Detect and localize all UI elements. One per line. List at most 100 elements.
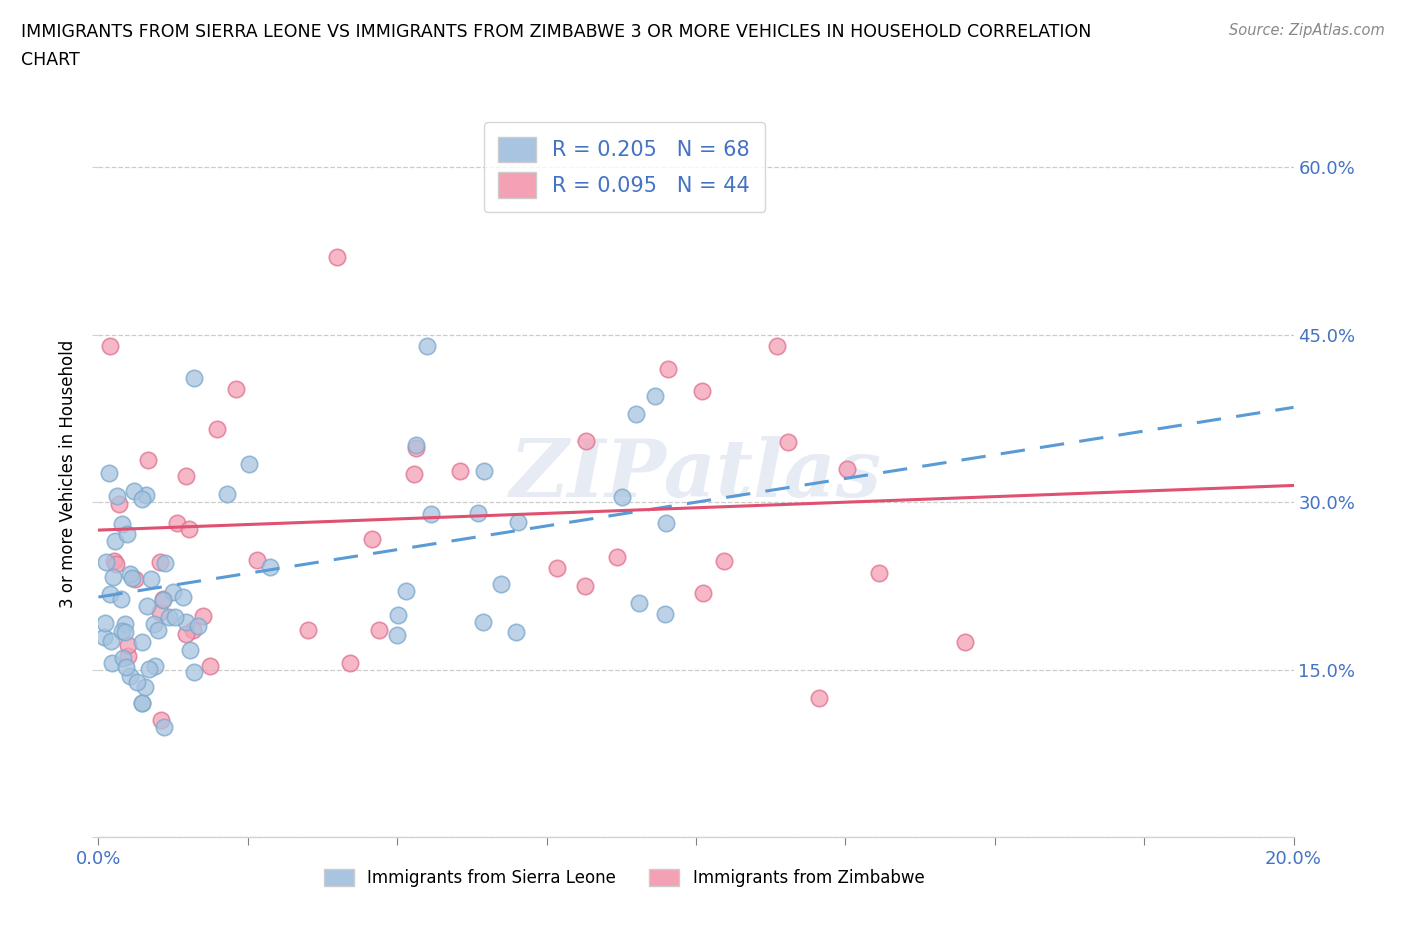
- Point: [868, 565, 890, 580]
- Point: [104, 533, 127, 548]
- Point: [131, 696, 153, 711]
- Point: [94, 616, 117, 631]
- Point: [395, 584, 418, 599]
- Point: [110, 591, 132, 606]
- Point: [574, 579, 596, 594]
- Point: [162, 585, 184, 600]
- Point: [120, 566, 142, 581]
- Point: [692, 586, 714, 601]
- Point: [100, 633, 122, 648]
- Point: [508, 514, 530, 529]
- Point: [657, 361, 679, 376]
- Point: [117, 648, 139, 663]
- Point: [146, 622, 169, 637]
- Point: [103, 553, 125, 568]
- Point: [575, 434, 598, 449]
- Point: [628, 596, 651, 611]
- Point: [610, 490, 633, 505]
- Point: [297, 622, 319, 637]
- Point: [152, 591, 174, 606]
- Point: [405, 437, 427, 452]
- Point: [606, 550, 628, 565]
- Point: [505, 625, 527, 640]
- Point: [131, 491, 153, 506]
- Point: [624, 406, 647, 421]
- Point: [655, 516, 678, 531]
- Point: [546, 561, 568, 576]
- Point: [94, 554, 117, 569]
- Point: [114, 659, 136, 674]
- Point: [143, 658, 166, 673]
- Point: [134, 679, 156, 694]
- Point: [183, 623, 205, 638]
- Point: [472, 464, 495, 479]
- Point: [953, 634, 976, 649]
- Point: [808, 691, 831, 706]
- Point: [368, 623, 391, 638]
- Point: [114, 617, 136, 631]
- Point: [690, 383, 713, 398]
- Point: [339, 656, 361, 671]
- Point: [141, 571, 163, 586]
- Point: [166, 515, 188, 530]
- Point: [654, 606, 676, 621]
- Point: [121, 571, 143, 586]
- Point: [361, 532, 384, 547]
- Point: [467, 506, 489, 521]
- Point: [157, 609, 180, 624]
- Point: [100, 587, 122, 602]
- Point: [153, 719, 176, 734]
- Point: [111, 624, 134, 639]
- Point: [152, 592, 174, 607]
- Point: [174, 614, 197, 629]
- Point: [105, 488, 128, 503]
- Point: [131, 696, 153, 711]
- Point: [177, 522, 200, 537]
- Point: [713, 553, 735, 568]
- Y-axis label: 3 or more Vehicles in Household: 3 or more Vehicles in Household: [59, 340, 77, 608]
- Point: [766, 339, 789, 353]
- Point: [259, 560, 281, 575]
- Point: [174, 469, 197, 484]
- Point: [118, 669, 141, 684]
- Point: [100, 655, 122, 670]
- Point: [183, 664, 205, 679]
- Point: [98, 465, 121, 480]
- Point: [122, 483, 145, 498]
- Point: [98, 339, 122, 353]
- Point: [111, 651, 134, 666]
- Point: [124, 572, 146, 587]
- Point: [149, 554, 172, 569]
- Legend: Immigrants from Sierra Leone, Immigrants from Zimbabwe: Immigrants from Sierra Leone, Immigrants…: [318, 862, 931, 894]
- Point: [198, 658, 221, 673]
- Point: [326, 249, 349, 264]
- Point: [93, 629, 115, 644]
- Text: ZIPatlas: ZIPatlas: [510, 435, 882, 513]
- Point: [835, 462, 858, 477]
- Point: [449, 464, 471, 479]
- Point: [405, 440, 427, 455]
- Text: Source: ZipAtlas.com: Source: ZipAtlas.com: [1229, 23, 1385, 38]
- Point: [193, 608, 215, 623]
- Text: CHART: CHART: [21, 51, 80, 69]
- Point: [114, 625, 136, 640]
- Point: [136, 599, 159, 614]
- Point: [776, 434, 799, 449]
- Point: [419, 507, 441, 522]
- Point: [489, 577, 512, 591]
- Point: [385, 628, 408, 643]
- Point: [103, 570, 125, 585]
- Point: [108, 497, 131, 512]
- Point: [135, 487, 157, 502]
- Point: [183, 371, 205, 386]
- Point: [387, 607, 409, 622]
- Point: [127, 675, 149, 690]
- Point: [174, 627, 197, 642]
- Point: [149, 712, 172, 727]
- Point: [117, 637, 139, 652]
- Point: [179, 643, 201, 658]
- Point: [142, 617, 165, 631]
- Point: [404, 466, 426, 481]
- Point: [172, 590, 194, 604]
- Point: [111, 517, 134, 532]
